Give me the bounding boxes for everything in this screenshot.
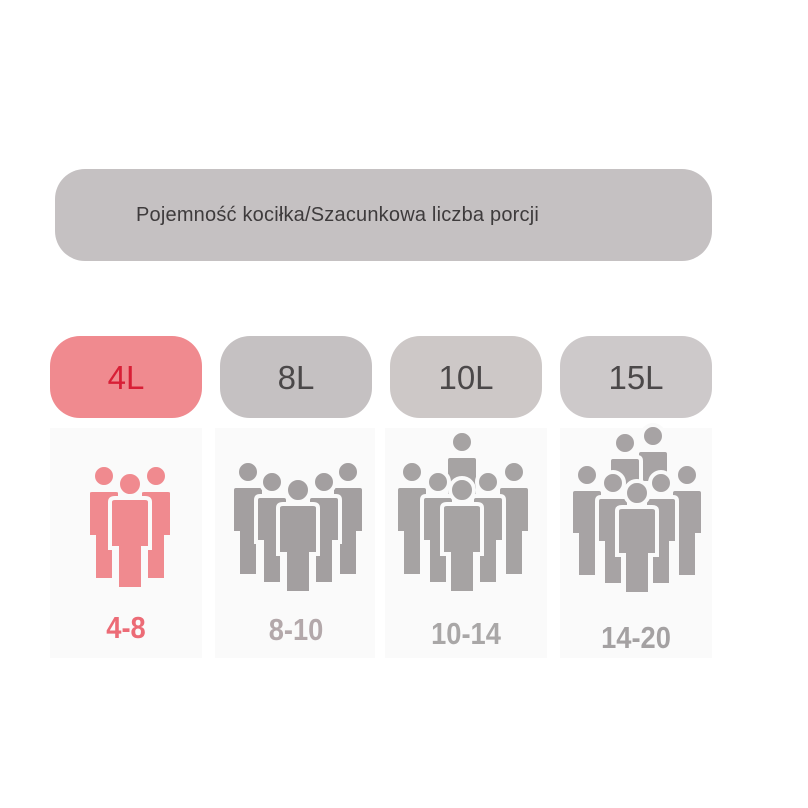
servings-range-15l: 14-20 <box>601 620 671 655</box>
capacity-label: 8L <box>277 359 315 396</box>
group-5-people-icon <box>230 459 366 594</box>
header-banner: Pojemność kociłka/Szacunkowa liczba porc… <box>55 169 712 261</box>
group-7-people-icon <box>394 429 532 594</box>
capacity-label: 4L <box>107 359 145 396</box>
capacity-label: 15L <box>608 359 664 396</box>
group-3-people-icon <box>86 463 174 590</box>
capacity-pill-4l[interactable]: 4L <box>50 336 202 418</box>
capacity-label: 10L <box>438 359 494 396</box>
capacity-pill-8l[interactable]: 8L <box>220 336 372 418</box>
servings-range-4l: 4-8 <box>106 610 146 645</box>
capacity-pill-10l[interactable]: 10L <box>390 336 542 418</box>
group-10-people-icon <box>569 423 705 595</box>
header-title: Pojemność kociłka/Szacunkowa liczba porc… <box>135 203 540 226</box>
servings-range-8l: 8-10 <box>268 612 324 647</box>
servings-range-10l: 10-14 <box>431 616 501 651</box>
capacity-pill-15l[interactable]: 15L <box>560 336 712 418</box>
